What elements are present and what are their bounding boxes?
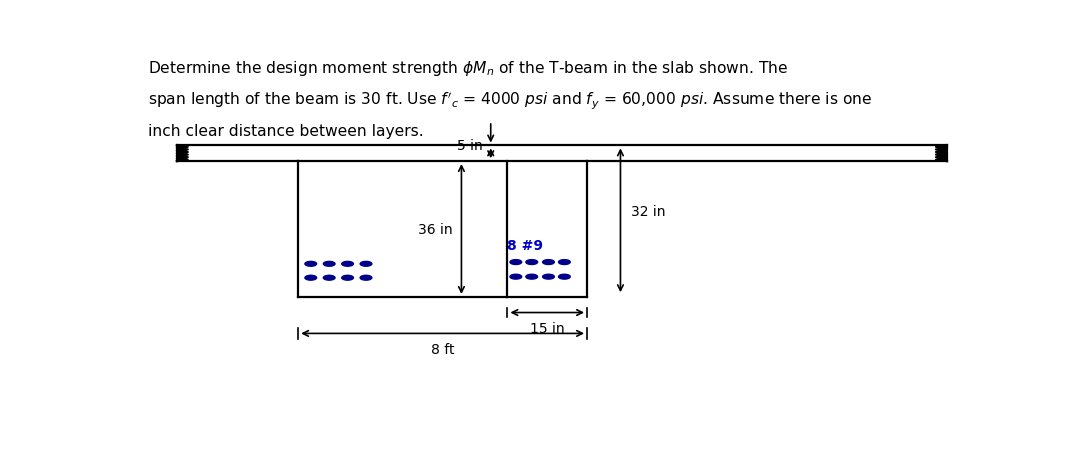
Text: 32 in: 32 in bbox=[631, 204, 665, 218]
Circle shape bbox=[305, 262, 316, 267]
Text: 15 in: 15 in bbox=[530, 322, 565, 336]
Circle shape bbox=[341, 276, 353, 281]
Circle shape bbox=[510, 260, 522, 265]
Text: inch clear distance between layers.: inch clear distance between layers. bbox=[148, 124, 423, 138]
Circle shape bbox=[558, 275, 570, 280]
Circle shape bbox=[341, 262, 353, 267]
Text: 36 in: 36 in bbox=[418, 222, 454, 236]
Circle shape bbox=[323, 262, 335, 267]
Text: span length of the beam is 30 ft. Use $f'_c$ = 4000 $psi$ and $f_y$ = 60,000 $ps: span length of the beam is 30 ft. Use $f… bbox=[148, 91, 872, 112]
Circle shape bbox=[360, 276, 372, 281]
Circle shape bbox=[323, 276, 335, 281]
Circle shape bbox=[305, 276, 316, 281]
Text: Determine the design moment strength $\phi M_n$ of the T-beam in the slab shown.: Determine the design moment strength $\p… bbox=[148, 60, 788, 78]
Text: 5 in: 5 in bbox=[457, 138, 483, 152]
Circle shape bbox=[526, 275, 538, 280]
Circle shape bbox=[360, 262, 372, 267]
Circle shape bbox=[510, 275, 522, 280]
Circle shape bbox=[542, 275, 554, 280]
Text: 8 ft: 8 ft bbox=[431, 342, 455, 356]
Text: 8 #9: 8 #9 bbox=[508, 238, 543, 252]
Circle shape bbox=[542, 260, 554, 265]
Circle shape bbox=[558, 260, 570, 265]
Circle shape bbox=[526, 260, 538, 265]
